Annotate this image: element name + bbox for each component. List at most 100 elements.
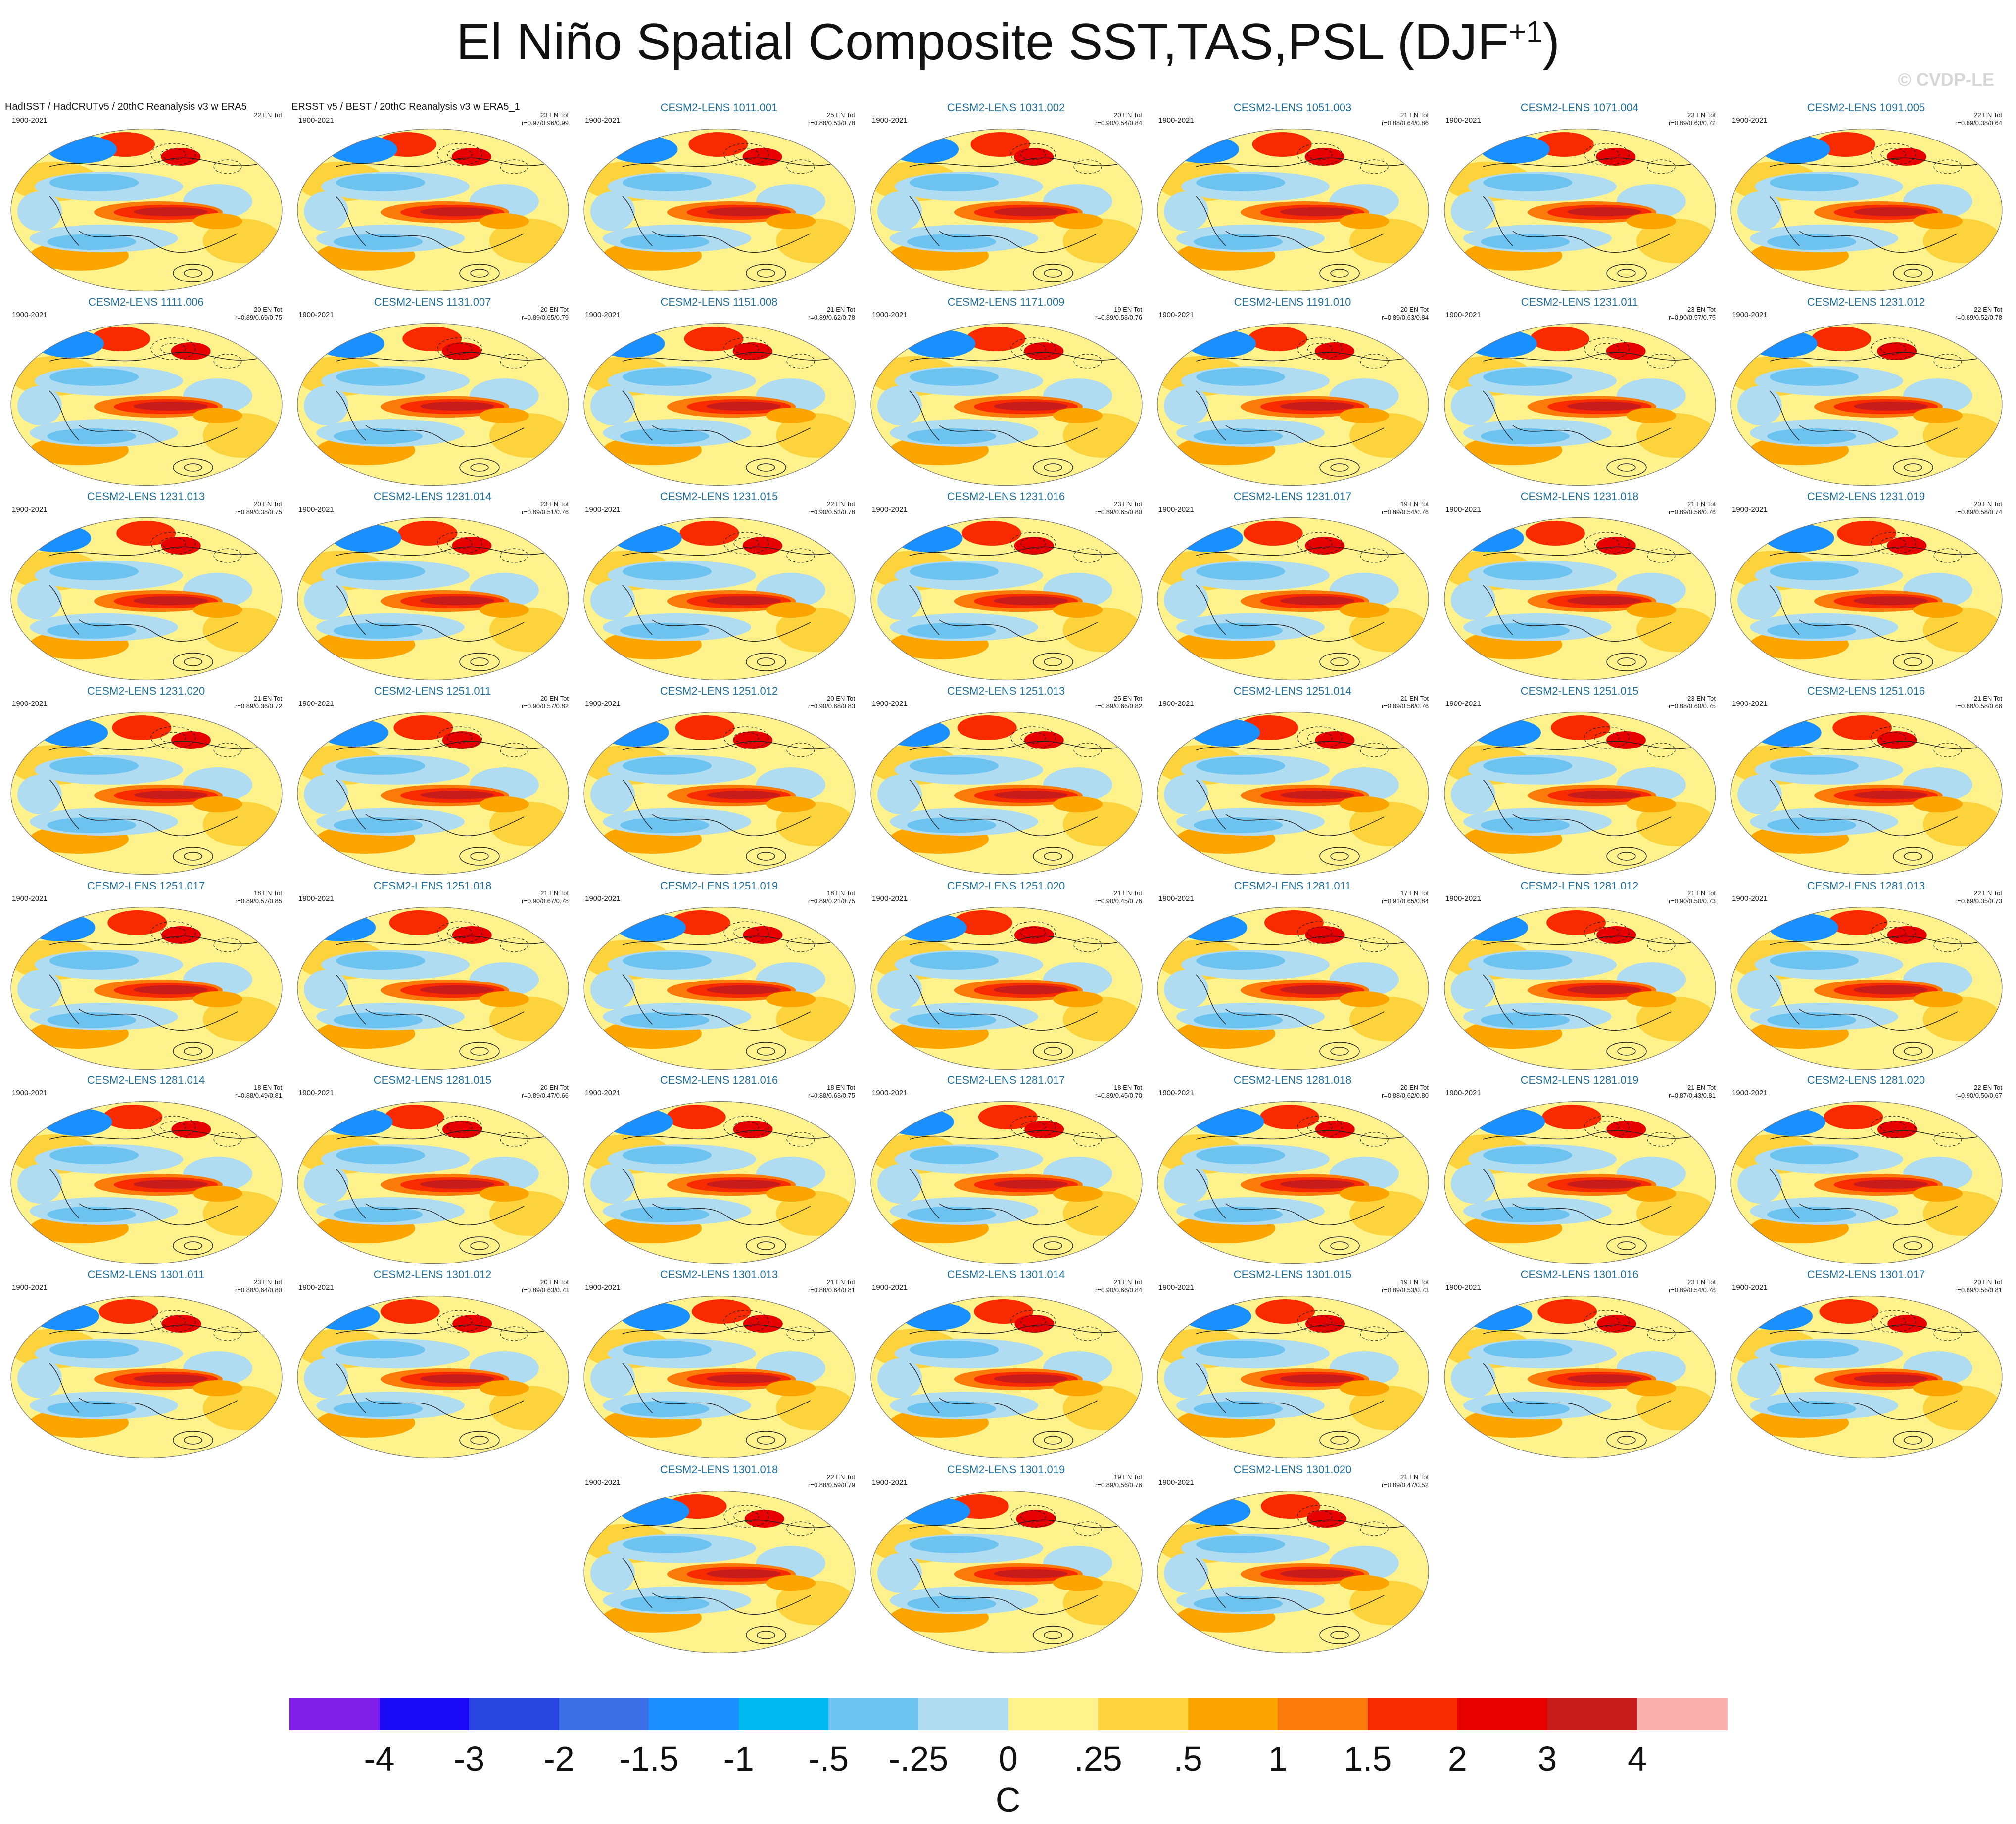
anomaly-cool-wing [336,562,425,580]
psl-contour-low [1020,927,1046,938]
title-superscript: +1 [1508,15,1543,48]
psl-contour [622,1169,653,1219]
anomaly-cool-patch [1451,580,1495,620]
psl-contour-low [1584,143,1630,166]
panel-event-count: 19 EN Tot [1400,500,1429,508]
psl-contour-low [1933,548,1962,563]
arctic-warm-anomaly [442,342,482,360]
nino-tongue-core [134,402,208,411]
anomaly-cool-wing [910,1536,999,1553]
psl-contour [49,196,80,246]
psl-contour-high [1893,264,1933,282]
panel-title: CESM2-LENS 1301.020 [1233,1463,1352,1476]
nino-tongue-core [1280,207,1354,216]
nino-tongue-core [707,596,781,605]
psl-contour [49,352,258,362]
psl-contour-low [150,337,196,360]
psl-contour-low [447,537,473,549]
anomaly-warm-patch [1053,1575,1103,1591]
panel-pattern-correlation: r=0.90/0.57/0.75 [1668,314,1716,322]
arctic-cool-anomaly [26,914,96,941]
colorbar-tick-label: 2 [1447,1739,1467,1778]
psl-contour [909,546,1118,556]
colorbar-tick-label: .5 [1173,1739,1202,1778]
panel-title: CESM2-LENS 1301.014 [947,1268,1065,1281]
psl-contour [1196,935,1404,945]
anomaly-cool-patch [1737,191,1782,231]
anomaly-warm-patch [766,602,816,618]
psl-contour-low [213,1132,242,1147]
composite-panel: CESM2-LENS 1251.014 1900-2021 21 EN Tot r=0… [1152,685,1434,878]
nino-tongue-core [134,207,208,216]
colorbar-tick-label: -1 [723,1739,754,1778]
psl-contour-low [1307,1121,1333,1133]
psl-contour [909,974,940,1025]
arctic-cool-anomaly [1761,136,1830,163]
psl-contour-low [1871,532,1916,555]
psl-contour-low [1297,143,1343,166]
panel-years: 1900-2021 [1158,1089,1194,1097]
arctic-warm-anomaly [742,148,782,166]
psl-contour [336,390,366,441]
composite-map [870,517,1143,681]
anomaly-cool-patch [304,580,348,620]
composite-panel: CESM2-LENS 1051.003 1900-2021 21 EN Tot r=0… [1152,101,1434,294]
map-outline [1157,1101,1429,1264]
anomaly-warm-patch [1913,991,1963,1007]
nino-tongue-core [420,985,494,994]
psl-contour [909,585,940,635]
psl-contour-high [184,1241,202,1250]
panel-pattern-correlation: r=0.89/0.21/0.75 [808,897,855,905]
colorbar-swatch [1457,1698,1548,1730]
panel-stats: 22 EN Tot r=0.88/0.59/0.79 [808,1473,855,1490]
anomaly-cool-wing [910,1146,999,1164]
psl-contour-low [1360,159,1389,174]
nino-tongue-core [1854,1374,1928,1383]
panel-years: 1900-2021 [1158,1283,1194,1292]
arctic-warm-anomaly [1819,1299,1879,1324]
psl-contour [365,1203,525,1225]
psl-contour [49,585,80,635]
anomaly-cool-patch [304,1164,348,1204]
panel-years: 1900-2021 [1732,505,1768,514]
panel-pattern-correlation: r=0.90/0.54/0.84 [1095,119,1142,127]
psl-contour-low [447,1315,473,1327]
composite-map [1730,323,2003,486]
panel-event-count: 22 EN Tot [827,500,855,508]
anomaly-cool-wing [47,1401,136,1417]
psl-contour-high [1606,458,1647,477]
panel-stats: 21 EN Tot r=0.89/0.62/0.78 [808,306,855,322]
psl-contour-low [1073,1326,1102,1341]
arctic-cool-anomaly [323,1108,393,1136]
psl-contour [1512,425,1672,447]
composite-map [1730,906,2003,1070]
panel-stats: 19 EN Tot r=0.89/0.53/0.73 [1382,1278,1429,1295]
psl-contour-high [1904,1436,1922,1445]
psl-contour-low [1297,1116,1343,1138]
arctic-warm-anomaly [1812,327,1872,351]
psl-contour-high [1319,1431,1360,1450]
anomaly-cool-patch [304,775,348,814]
panel-stats: 21 EN Tot r=0.89/0.56/0.76 [1669,500,1716,516]
psl-contour-high [173,1431,213,1450]
colorbar-tick-label: .25 [1074,1739,1122,1778]
anomaly-cool-patch [17,580,62,620]
psl-contour-low [1010,532,1056,555]
panel-event-count: 21 EN Tot [1974,695,2002,702]
anomaly-cool-wing [334,817,423,833]
panel-stats: 21 EN Tot r=0.88/0.64/0.86 [1382,111,1429,128]
watermark: © CVDP-LE [1898,69,1994,90]
nino-tongue-core [707,1569,781,1578]
psl-contour-low [1594,1121,1620,1133]
anomaly-cool-wing [620,817,709,833]
psl-contour-low [150,532,196,555]
panel-pattern-correlation: r=0.88/0.58/0.66 [1955,702,2002,710]
arctic-warm-anomaly [666,1105,726,1129]
panel-years: 1900-2021 [872,1283,908,1292]
map-outline [10,517,283,681]
psl-contour [336,1130,544,1140]
psl-contour-high [746,847,786,866]
nino-tongue-core [1280,402,1354,411]
panel-event-count: 23 EN Tot [1687,695,1716,702]
anomaly-warm-patch [1627,796,1676,812]
